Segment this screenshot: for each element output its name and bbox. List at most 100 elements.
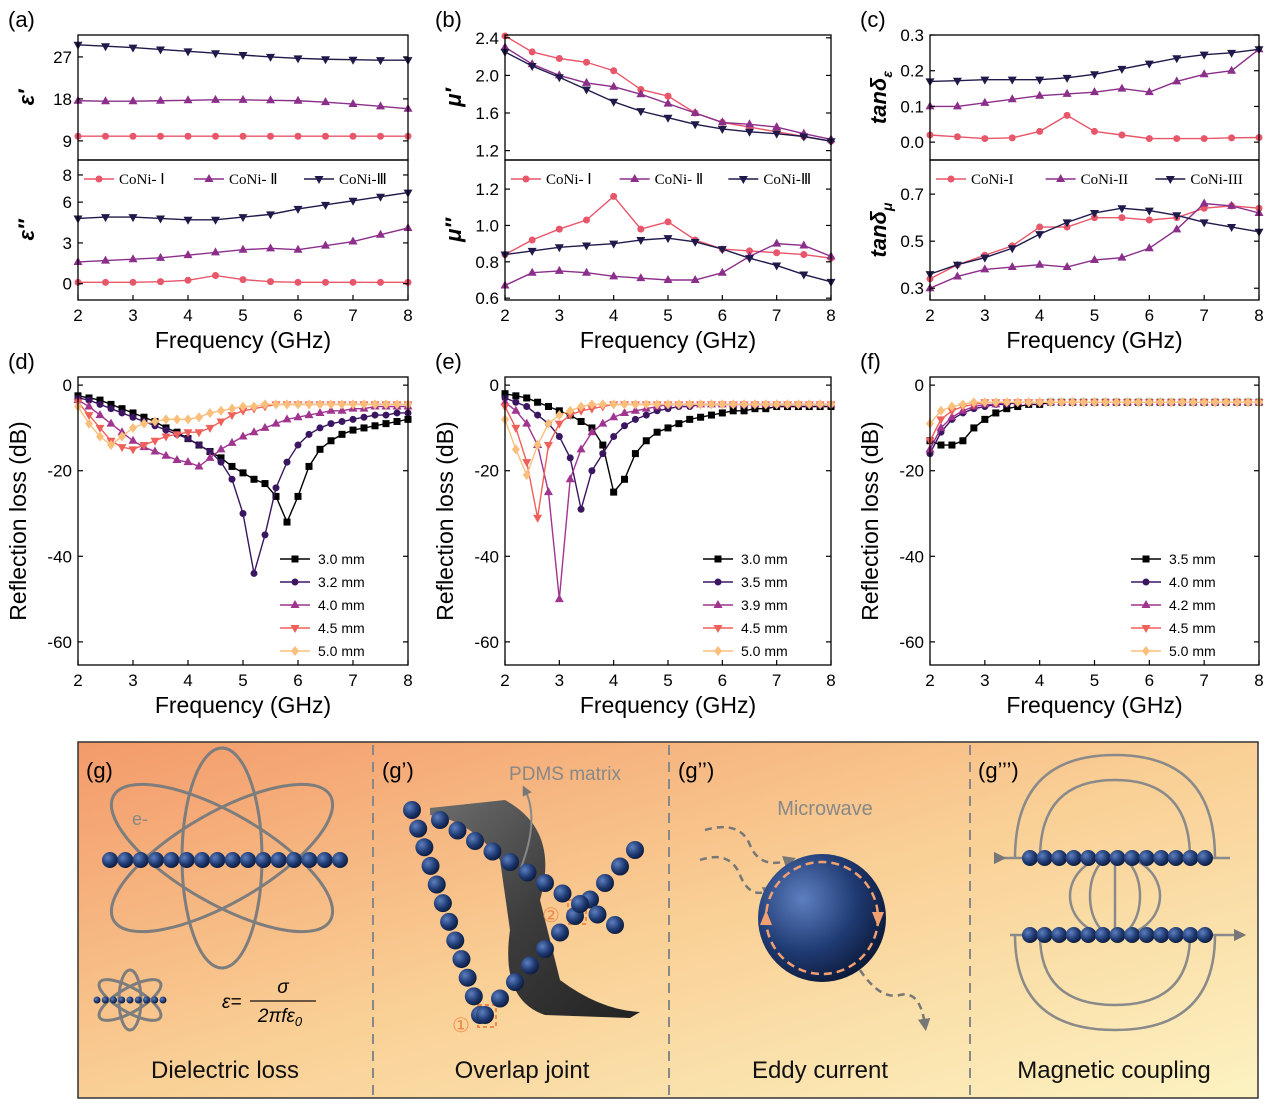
marker	[393, 399, 401, 410]
marker	[1079, 397, 1088, 408]
marker	[636, 108, 646, 117]
legend-label: 4.0 mm	[1169, 574, 1216, 590]
marker	[523, 394, 531, 402]
sphere	[421, 856, 440, 875]
series-line	[504, 403, 831, 477]
marker	[1227, 224, 1237, 233]
x-tick-label: 7	[348, 671, 357, 690]
y-tick-label: -60	[47, 633, 72, 652]
legend-label: CoNi- Ⅰ	[119, 172, 165, 188]
marker	[376, 229, 385, 238]
marker	[267, 278, 274, 286]
particle	[758, 854, 886, 982]
marker	[1200, 135, 1208, 143]
marker	[969, 397, 978, 408]
marker	[1007, 76, 1017, 85]
marker	[527, 247, 537, 256]
marker	[151, 416, 159, 427]
x-tick-label: 5	[1090, 671, 1099, 690]
marker	[582, 86, 591, 95]
marker	[653, 428, 661, 436]
marker	[718, 399, 727, 410]
marker	[783, 399, 792, 410]
y-tick-label: 1.2	[475, 142, 499, 161]
marker	[1002, 397, 1011, 408]
marker	[1056, 174, 1066, 182]
marker	[128, 446, 138, 455]
marker	[527, 63, 537, 72]
sphere	[1124, 927, 1141, 943]
marker	[156, 95, 165, 104]
marker	[511, 444, 520, 455]
sphere	[458, 968, 477, 987]
marker	[1144, 207, 1154, 216]
marker	[740, 407, 748, 415]
marker	[707, 399, 716, 410]
marker	[304, 410, 314, 419]
legend-label: CoNi-I	[971, 172, 1014, 188]
marker	[511, 424, 521, 433]
marker	[799, 240, 809, 249]
marker	[129, 413, 137, 421]
marker	[664, 399, 672, 410]
marker	[663, 114, 673, 123]
marker	[555, 410, 564, 421]
sub-panel-label: (g)	[86, 758, 113, 783]
marker	[293, 244, 303, 253]
marker	[1036, 127, 1044, 135]
marker	[393, 418, 401, 426]
series-line	[504, 35, 832, 142]
y-tick-label: 3	[63, 234, 72, 253]
legend-label: 3.2 mm	[318, 574, 365, 590]
marker	[1117, 205, 1127, 214]
marker	[337, 405, 347, 414]
marker	[952, 261, 962, 270]
formula-den-text: 2πfε	[257, 1006, 296, 1027]
y-tick-label: 0.3	[900, 279, 924, 298]
marker	[338, 430, 346, 438]
y-tick-label: -40	[474, 547, 499, 566]
marker	[321, 97, 330, 106]
marker	[161, 433, 171, 442]
marker	[952, 271, 962, 280]
marker	[555, 432, 563, 440]
sphere	[1065, 850, 1082, 866]
y-tick-label: 0.5	[900, 232, 924, 251]
marker	[1172, 55, 1182, 64]
y-tick-label: -40	[899, 547, 924, 566]
x-tick-label: 3	[128, 306, 137, 325]
y-axis-label-text: Reflection loss (dB)	[857, 421, 883, 620]
formula-num: σ	[277, 977, 290, 998]
marker	[1141, 625, 1151, 633]
marker	[663, 98, 673, 107]
marker	[217, 454, 225, 462]
marker	[371, 422, 379, 430]
marker	[376, 193, 385, 202]
marker	[598, 399, 607, 410]
marker	[554, 420, 564, 429]
sphere	[440, 912, 459, 931]
x-tick-label: 3	[980, 671, 989, 690]
marker	[805, 399, 814, 410]
marker	[686, 415, 694, 423]
y-tick-label: 27	[53, 48, 72, 67]
marker	[376, 101, 385, 110]
marker	[1222, 397, 1231, 408]
marker	[714, 646, 722, 656]
marker	[150, 446, 160, 455]
y-tick-label: 1.2	[475, 180, 499, 199]
marker	[102, 278, 109, 286]
caption: Overlap joint	[455, 1057, 590, 1084]
panel-label: (b)	[435, 7, 462, 32]
marker	[717, 117, 727, 126]
marker	[750, 399, 759, 410]
marker	[992, 409, 1000, 417]
marker	[1008, 134, 1016, 142]
marker	[140, 413, 148, 421]
marker	[360, 413, 368, 421]
y-tick-label: 8	[63, 166, 72, 185]
marker	[172, 455, 182, 464]
series-line	[504, 403, 831, 518]
sphere	[209, 852, 226, 868]
marker	[118, 409, 126, 417]
